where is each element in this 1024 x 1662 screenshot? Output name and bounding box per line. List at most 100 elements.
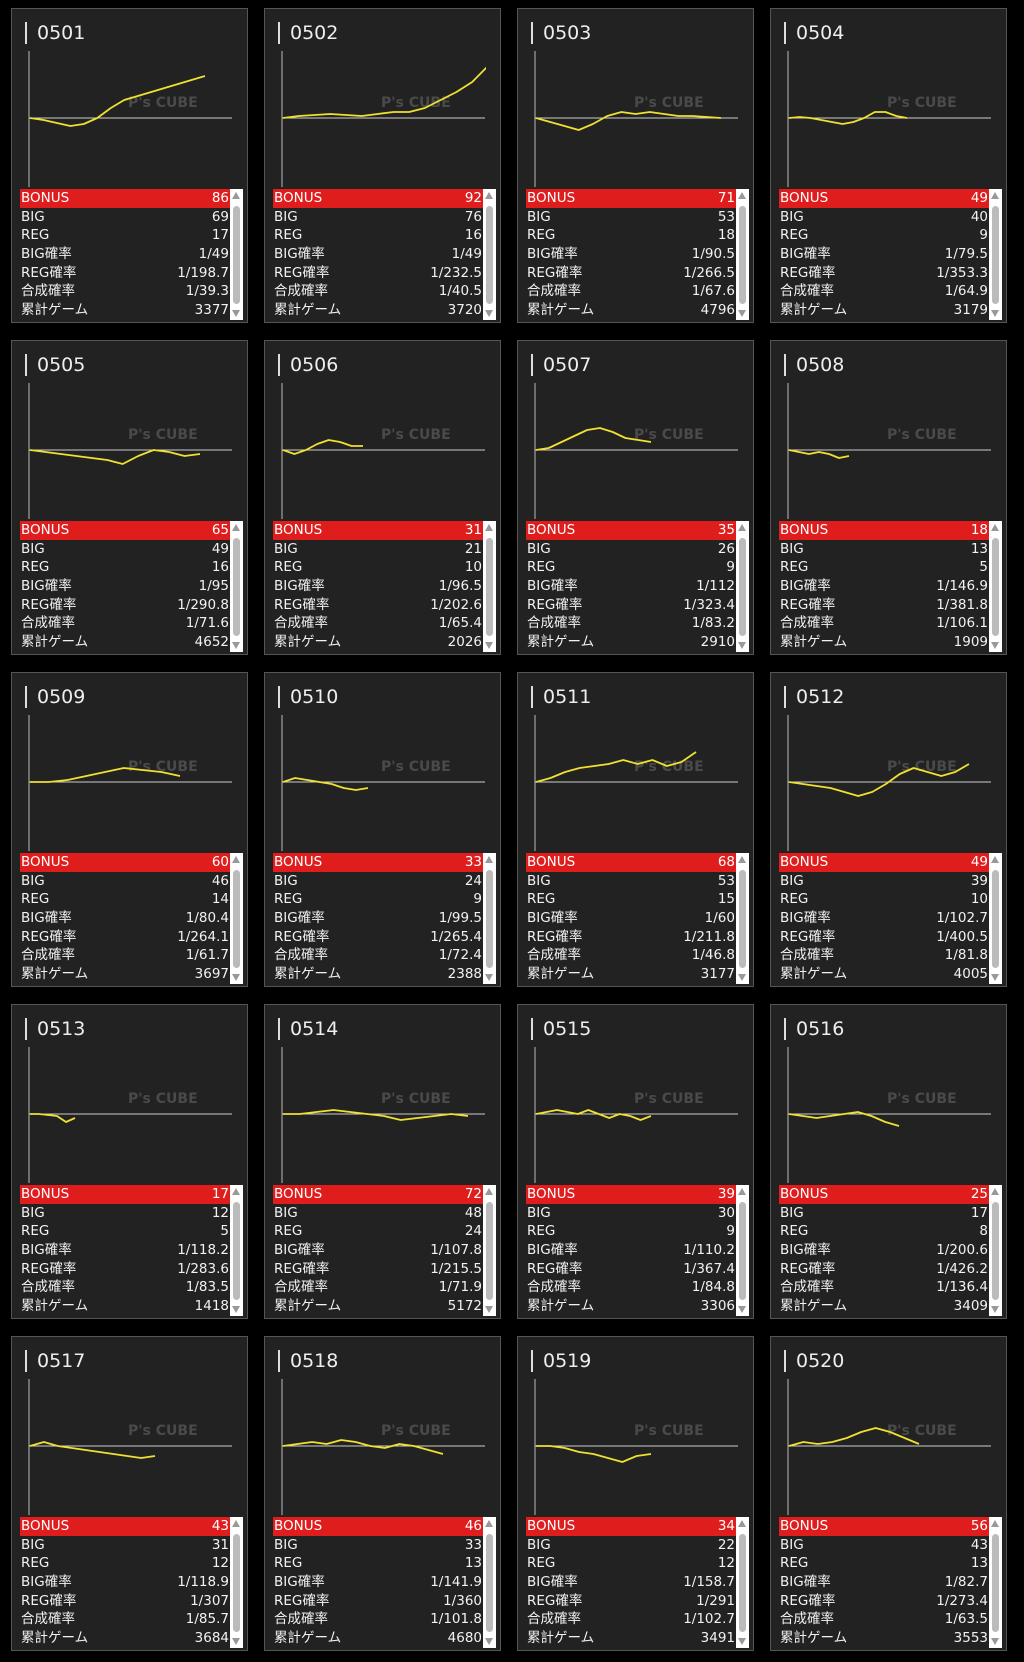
scroll-up-arrow-icon[interactable] bbox=[738, 1188, 746, 1195]
scroll-down-arrow-icon[interactable] bbox=[485, 310, 493, 317]
scroll-thumb[interactable] bbox=[233, 870, 240, 968]
machine-card-0501[interactable]: 0501 P's CUBE BONUS 86 BIG 69 REG 17 BIG確率 1… bbox=[11, 8, 248, 323]
machine-card-0516[interactable]: 0516 P's CUBE BONUS 25 BIG 17 REG 8 BIG確率 1/… bbox=[770, 1004, 1007, 1319]
machine-card-0504[interactable]: 0504 P's CUBE BONUS 49 BIG 40 REG 9 BIG確率 1/… bbox=[770, 8, 1007, 323]
scroll-thumb[interactable] bbox=[486, 870, 493, 968]
stats-scrollbar[interactable] bbox=[483, 853, 496, 984]
scroll-down-arrow-icon[interactable] bbox=[232, 1306, 240, 1313]
machine-card-0515[interactable]: 0515 P's CUBE BONUS 39 BIG 30 REG 9 BIG確率 1/… bbox=[517, 1004, 754, 1319]
stats-scrollbar[interactable] bbox=[736, 189, 749, 320]
scroll-up-arrow-icon[interactable] bbox=[738, 1520, 746, 1527]
scroll-up-arrow-icon[interactable] bbox=[485, 1520, 493, 1527]
scroll-thumb[interactable] bbox=[739, 206, 746, 304]
scroll-up-arrow-icon[interactable] bbox=[232, 524, 240, 531]
machine-card-0511[interactable]: 0511 P's CUBE BONUS 68 BIG 53 REG 15 BIG確率 1… bbox=[517, 672, 754, 987]
scroll-thumb[interactable] bbox=[486, 538, 493, 636]
scroll-thumb[interactable] bbox=[739, 1534, 746, 1632]
machine-card-0517[interactable]: 0517 P's CUBE BONUS 43 BIG 31 REG 12 BIG確率 1… bbox=[11, 1336, 248, 1651]
scroll-thumb[interactable] bbox=[992, 538, 999, 636]
scroll-down-arrow-icon[interactable] bbox=[232, 974, 240, 981]
stats-scrollbar[interactable] bbox=[989, 853, 1002, 984]
machine-card-0502[interactable]: 0502 P's CUBE BONUS 92 BIG 76 REG 16 BIG確率 1… bbox=[264, 8, 501, 323]
scroll-thumb[interactable] bbox=[739, 1202, 746, 1300]
stats-scrollbar[interactable] bbox=[736, 1185, 749, 1316]
scroll-thumb[interactable] bbox=[739, 538, 746, 636]
stats-scrollbar[interactable] bbox=[989, 189, 1002, 320]
scroll-thumb[interactable] bbox=[486, 206, 493, 304]
scroll-down-arrow-icon[interactable] bbox=[738, 1306, 746, 1313]
machine-card-0503[interactable]: 0503 P's CUBE BONUS 71 BIG 53 REG 18 BIG確率 1… bbox=[517, 8, 754, 323]
scroll-up-arrow-icon[interactable] bbox=[991, 856, 999, 863]
scroll-up-arrow-icon[interactable] bbox=[485, 524, 493, 531]
stats-scrollbar[interactable] bbox=[483, 189, 496, 320]
scroll-thumb[interactable] bbox=[233, 1534, 240, 1632]
scroll-thumb[interactable] bbox=[992, 206, 999, 304]
machine-card-0507[interactable]: 0507 P's CUBE BONUS 35 BIG 26 REG 9 BIG確率 1/… bbox=[517, 340, 754, 655]
scroll-down-arrow-icon[interactable] bbox=[485, 1638, 493, 1645]
stats-scrollbar[interactable] bbox=[230, 189, 243, 320]
scroll-thumb[interactable] bbox=[739, 870, 746, 968]
scroll-up-arrow-icon[interactable] bbox=[991, 1520, 999, 1527]
scroll-up-arrow-icon[interactable] bbox=[485, 192, 493, 199]
machine-card-0512[interactable]: 0512 P's CUBE BONUS 49 BIG 39 REG 10 BIG確率 1… bbox=[770, 672, 1007, 987]
scroll-up-arrow-icon[interactable] bbox=[991, 192, 999, 199]
machine-card-0505[interactable]: 0505 P's CUBE BONUS 65 BIG 49 REG 16 BIG確率 1… bbox=[11, 340, 248, 655]
stats-scrollbar[interactable] bbox=[483, 521, 496, 652]
scroll-up-arrow-icon[interactable] bbox=[232, 1520, 240, 1527]
scroll-up-arrow-icon[interactable] bbox=[991, 1188, 999, 1195]
scroll-thumb[interactable] bbox=[233, 1202, 240, 1300]
stats-scrollbar[interactable] bbox=[483, 1185, 496, 1316]
scroll-up-arrow-icon[interactable] bbox=[485, 1188, 493, 1195]
machine-card-0506[interactable]: 0506 P's CUBE BONUS 31 BIG 21 REG 10 BIG確率 1… bbox=[264, 340, 501, 655]
scroll-thumb[interactable] bbox=[486, 1534, 493, 1632]
scroll-down-arrow-icon[interactable] bbox=[991, 974, 999, 981]
scroll-up-arrow-icon[interactable] bbox=[485, 856, 493, 863]
scroll-up-arrow-icon[interactable] bbox=[991, 524, 999, 531]
scroll-down-arrow-icon[interactable] bbox=[991, 642, 999, 649]
machine-card-0514[interactable]: 0514 P's CUBE BONUS 72 BIG 48 REG 24 BIG確率 1… bbox=[264, 1004, 501, 1319]
scroll-thumb[interactable] bbox=[486, 1202, 493, 1300]
scroll-thumb[interactable] bbox=[233, 538, 240, 636]
stats-scrollbar[interactable] bbox=[736, 853, 749, 984]
stats-scrollbar[interactable] bbox=[230, 521, 243, 652]
stats-scrollbar[interactable] bbox=[230, 853, 243, 984]
scroll-down-arrow-icon[interactable] bbox=[232, 1638, 240, 1645]
machine-card-0513[interactable]: 0513 P's CUBE BONUS 17 BIG 12 REG 5 BIG確率 1/… bbox=[11, 1004, 248, 1319]
stats-scrollbar[interactable] bbox=[230, 1185, 243, 1316]
scroll-down-arrow-icon[interactable] bbox=[991, 310, 999, 317]
stats-scrollbar[interactable] bbox=[483, 1517, 496, 1648]
scroll-down-arrow-icon[interactable] bbox=[991, 1306, 999, 1313]
scroll-thumb[interactable] bbox=[992, 870, 999, 968]
scroll-thumb[interactable] bbox=[992, 1534, 999, 1632]
machine-card-0509[interactable]: 0509 P's CUBE BONUS 60 BIG 46 REG 14 BIG確率 1… bbox=[11, 672, 248, 987]
scroll-up-arrow-icon[interactable] bbox=[232, 192, 240, 199]
scroll-thumb[interactable] bbox=[992, 1202, 999, 1300]
scroll-down-arrow-icon[interactable] bbox=[738, 974, 746, 981]
stats-scrollbar[interactable] bbox=[736, 521, 749, 652]
scroll-thumb[interactable] bbox=[233, 206, 240, 304]
stats-scrollbar[interactable] bbox=[736, 1517, 749, 1648]
stats-scrollbar[interactable] bbox=[230, 1517, 243, 1648]
scroll-down-arrow-icon[interactable] bbox=[738, 642, 746, 649]
stats-scrollbar[interactable] bbox=[989, 521, 1002, 652]
stats-scrollbar[interactable] bbox=[989, 1517, 1002, 1648]
scroll-up-arrow-icon[interactable] bbox=[232, 856, 240, 863]
stats-scrollbar[interactable] bbox=[989, 1185, 1002, 1316]
scroll-down-arrow-icon[interactable] bbox=[738, 1638, 746, 1645]
scroll-down-arrow-icon[interactable] bbox=[738, 310, 746, 317]
machine-card-0518[interactable]: 0518 P's CUBE BONUS 46 BIG 33 REG 13 BIG確率 1… bbox=[264, 1336, 501, 1651]
scroll-down-arrow-icon[interactable] bbox=[232, 310, 240, 317]
machine-card-0520[interactable]: 0520 P's CUBE BONUS 56 BIG 43 REG 13 BIG確率 1… bbox=[770, 1336, 1007, 1651]
scroll-up-arrow-icon[interactable] bbox=[738, 856, 746, 863]
scroll-up-arrow-icon[interactable] bbox=[738, 192, 746, 199]
scroll-down-arrow-icon[interactable] bbox=[485, 974, 493, 981]
machine-card-0508[interactable]: 0508 P's CUBE BONUS 18 BIG 13 REG 5 BIG確率 1/… bbox=[770, 340, 1007, 655]
scroll-down-arrow-icon[interactable] bbox=[991, 1638, 999, 1645]
machine-card-0510[interactable]: 0510 P's CUBE BONUS 33 BIG 24 REG 9 BIG確率 1/… bbox=[264, 672, 501, 987]
scroll-down-arrow-icon[interactable] bbox=[485, 1306, 493, 1313]
scroll-up-arrow-icon[interactable] bbox=[232, 1188, 240, 1195]
scroll-up-arrow-icon[interactable] bbox=[738, 524, 746, 531]
scroll-down-arrow-icon[interactable] bbox=[232, 642, 240, 649]
machine-card-0519[interactable]: 0519 P's CUBE BONUS 34 BIG 22 REG 12 BIG確率 1… bbox=[517, 1336, 754, 1651]
scroll-down-arrow-icon[interactable] bbox=[485, 642, 493, 649]
